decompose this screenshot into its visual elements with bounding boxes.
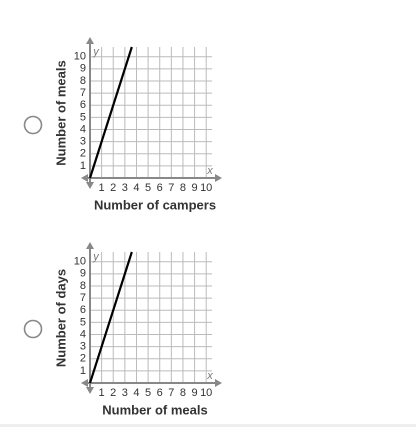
x-tick-label: 8: [180, 182, 186, 194]
y-tick-label: 9: [80, 268, 86, 280]
y-tick-label: 1: [80, 160, 86, 172]
x-tick-label: 7: [168, 387, 174, 399]
y-tick-label: 7: [80, 292, 86, 304]
y-tick-label: 5: [80, 316, 86, 328]
x-tick-label: 2: [110, 182, 116, 194]
y-axis-name: y: [92, 251, 100, 263]
x-tick-label: 3: [122, 387, 128, 399]
x-tick-label: 5: [145, 387, 151, 399]
y-tick-label: 7: [80, 87, 86, 99]
y-tick-label: 10: [74, 51, 86, 63]
x-tick-label: 9: [192, 182, 198, 194]
radio-option-1[interactable]: [23, 115, 43, 135]
y-axis-label: Number of meals: [53, 60, 68, 165]
y-tick-label: 8: [80, 75, 86, 87]
x-tick-label: 10: [200, 182, 212, 194]
x-tick-label: 8: [180, 387, 186, 399]
y-tick-label: 2: [80, 353, 86, 365]
x-tick-label: 10: [200, 387, 212, 399]
radio-option-2[interactable]: [23, 319, 43, 339]
y-tick-label: 2: [80, 148, 86, 160]
y-tick-label: 8: [80, 280, 86, 292]
x-tick-label: 9: [192, 387, 198, 399]
x-axis-label: Number of campers: [94, 197, 216, 212]
y-tick-label: 9: [80, 63, 86, 75]
x-tick-label: 3: [122, 182, 128, 194]
x-tick-label: 1: [99, 182, 105, 194]
y-tick-label: 6: [80, 304, 86, 316]
footer-band: [0, 424, 416, 427]
x-tick-label: 5: [145, 182, 151, 194]
x-axis-name: x: [206, 165, 213, 177]
x-tick-label: 7: [168, 182, 174, 194]
y-tick-label: 3: [80, 341, 86, 353]
y-axis-label: Number of days: [53, 269, 68, 367]
x-axis-label: Number of meals: [102, 402, 207, 417]
data-line: [88, 251, 133, 384]
x-tick-label: 4: [133, 387, 139, 399]
x-axis-name: x: [206, 370, 213, 382]
y-tick-label: 6: [80, 99, 86, 111]
y-tick-label: 5: [80, 111, 86, 123]
x-tick-label: 4: [133, 182, 139, 194]
y-tick-label: 4: [80, 328, 86, 340]
y-tick-label: 3: [80, 136, 86, 148]
x-tick-label: 6: [157, 387, 163, 399]
data-line: [88, 46, 133, 179]
y-tick-label: 1: [80, 365, 86, 377]
x-tick-label: 6: [157, 182, 163, 194]
y-tick-label: 10: [74, 256, 86, 268]
x-tick-label: 1: [99, 387, 105, 399]
y-axis-name: y: [92, 46, 100, 58]
y-tick-label: 4: [80, 123, 86, 135]
x-tick-label: 2: [110, 387, 116, 399]
